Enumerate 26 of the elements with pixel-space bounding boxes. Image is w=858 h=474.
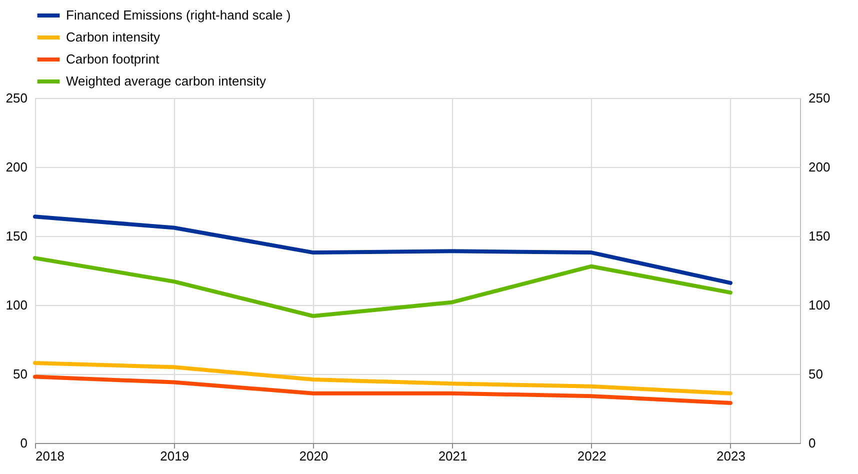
legend-label: Carbon footprint — [66, 52, 160, 66]
y2-tick-label: 50 — [808, 366, 823, 382]
line-series — [33, 374, 732, 405]
y-tick-label: 100 — [6, 298, 28, 312]
y2-tick-label: 150 — [808, 228, 830, 244]
x-tick-label: 2021 — [438, 448, 468, 464]
legend-label: Financed Emissions (right-hand scale ) — [66, 8, 291, 22]
y2-tick-label: 0 — [808, 436, 816, 450]
line-series — [33, 360, 732, 396]
y-tick-label: 0 — [20, 436, 28, 450]
x-tick-label: 2023 — [716, 448, 746, 464]
legend-label: Carbon intensity — [66, 30, 160, 44]
x-tick-label: 2022 — [577, 448, 606, 464]
x-tick-label: 2020 — [299, 448, 328, 464]
y-tick-label: 50 — [13, 366, 28, 382]
y-tick-label: 200 — [6, 160, 28, 174]
line-series — [33, 214, 732, 285]
y-tick-label: 150 — [6, 228, 28, 244]
line-series — [33, 256, 732, 318]
y2-tick-label: 100 — [808, 298, 830, 312]
y2-tick-label: 200 — [808, 160, 830, 174]
x-tick-label: 2018 — [36, 448, 64, 464]
legend-label: Weighted average carbon intensity — [66, 74, 266, 88]
y2-tick-label: 250 — [808, 90, 830, 106]
x-tick-label: 2019 — [160, 448, 190, 464]
y-tick-label: 250 — [6, 90, 28, 106]
